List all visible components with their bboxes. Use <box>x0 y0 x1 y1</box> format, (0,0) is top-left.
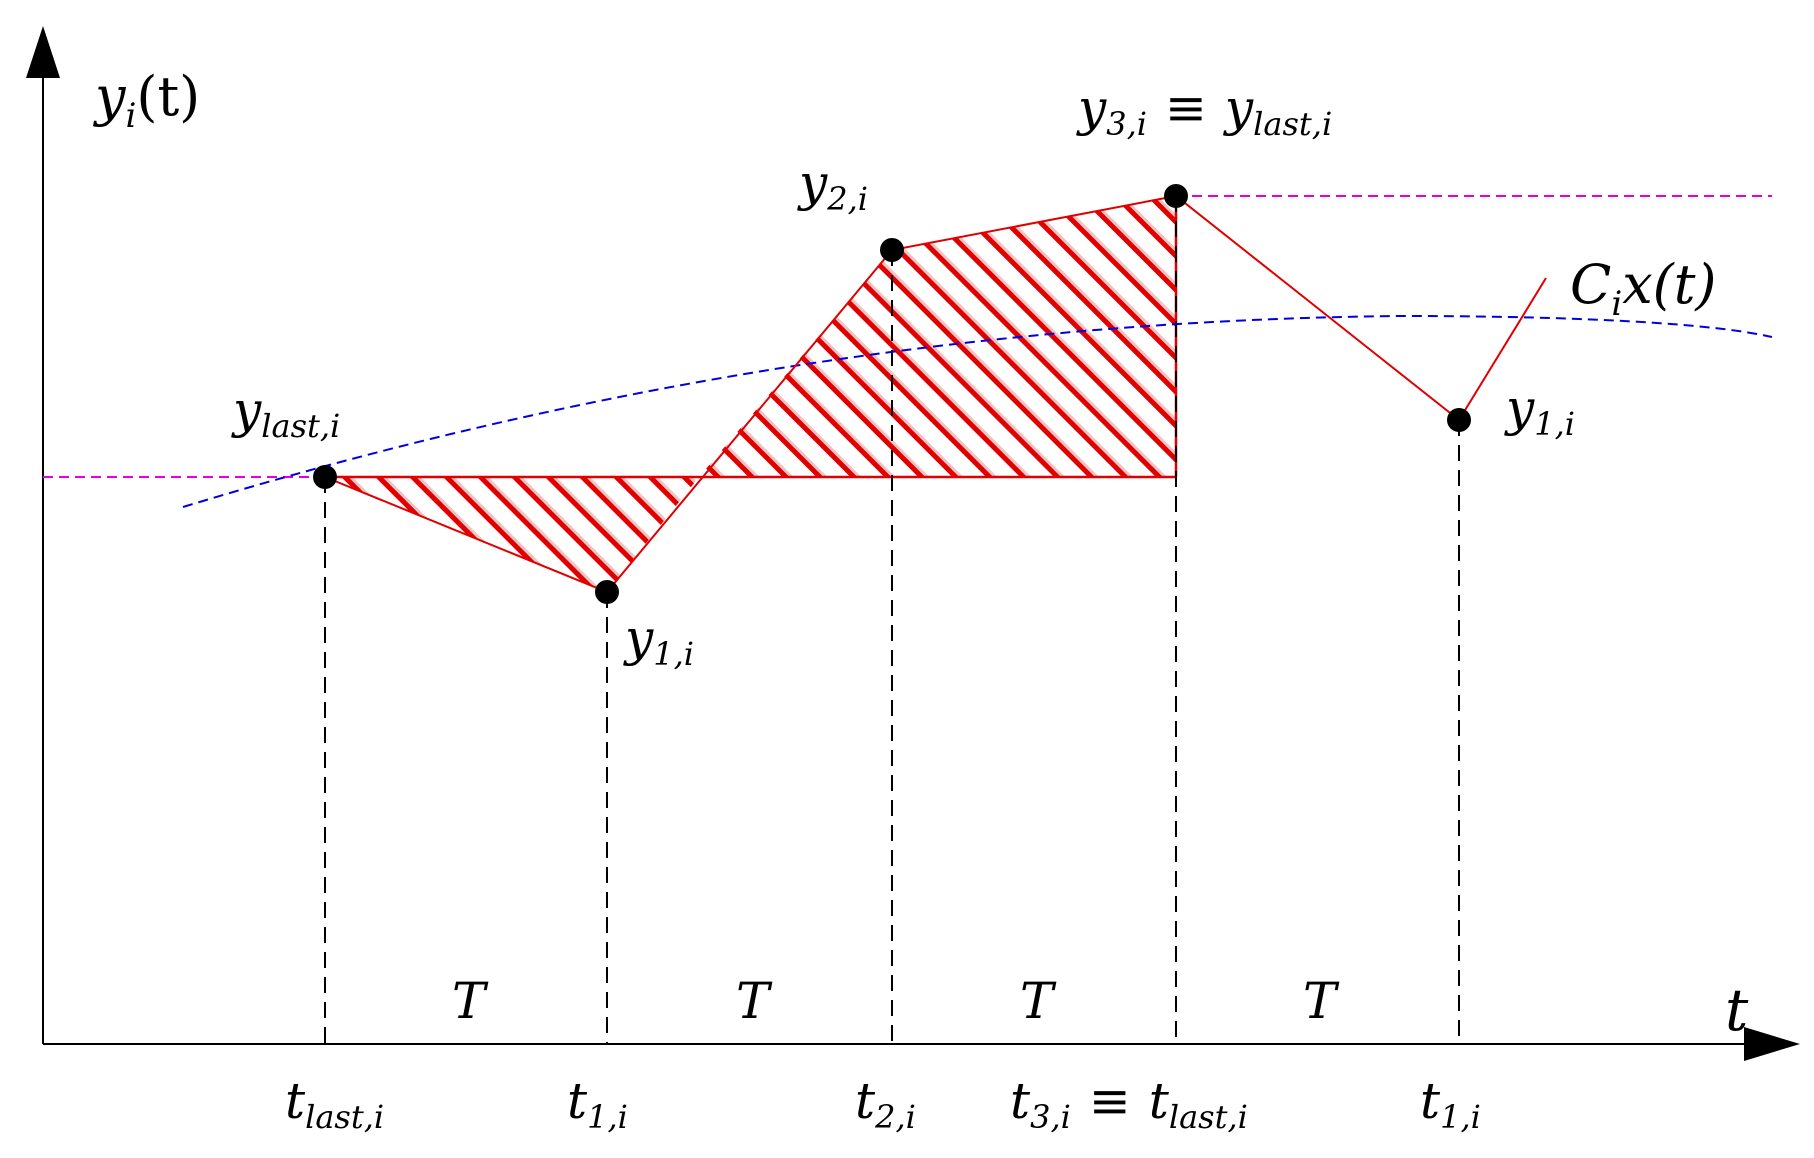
point-label-y-2: y2,i <box>797 154 868 218</box>
tick-label-t-1: t1,i <box>567 1072 628 1136</box>
curve-label: Cix(t) <box>1570 253 1717 324</box>
sample-point-y-3 <box>1164 184 1188 208</box>
sample-point-y-2 <box>880 238 904 262</box>
interval-label-4: T <box>1303 972 1340 1030</box>
point-label-y-1-next: y1,i <box>1504 379 1575 443</box>
tick-label-t-last: tlast,i <box>285 1072 384 1136</box>
sample-point-y-last <box>313 465 337 489</box>
point-label-y-1: y1,i <box>623 609 694 673</box>
estimate-curve <box>182 314 1773 508</box>
sample-guides <box>324 196 1460 1044</box>
tick-label-t-2: t2,i <box>855 1072 916 1136</box>
sample-points <box>313 184 1471 604</box>
interval-label-2: T <box>736 972 773 1030</box>
point-label-y-3: y3,i ≡ ylast,i <box>1076 79 1332 143</box>
y-axis-label: yi(t) <box>93 65 200 136</box>
point-label-y-last: ylast,i <box>231 381 340 445</box>
interval-label-1: T <box>452 972 489 1030</box>
y-axis-arrow <box>26 26 60 78</box>
x-axis-arrow <box>1744 1027 1800 1061</box>
curve-label-leader <box>1458 277 1547 421</box>
sample-point-y-1 <box>595 580 619 604</box>
hatched-region-lower <box>325 477 699 592</box>
sample-point-y-1-next <box>1447 408 1471 432</box>
tick-label-t-3: t3,i ≡ tlast,i <box>1010 1072 1248 1136</box>
interval-label-3: T <box>1020 972 1057 1030</box>
hatched-region-upper <box>699 196 1176 477</box>
tick-label-t-1-next: t1,i <box>1420 1072 1481 1136</box>
x-axis-label: t <box>1725 976 1749 1044</box>
